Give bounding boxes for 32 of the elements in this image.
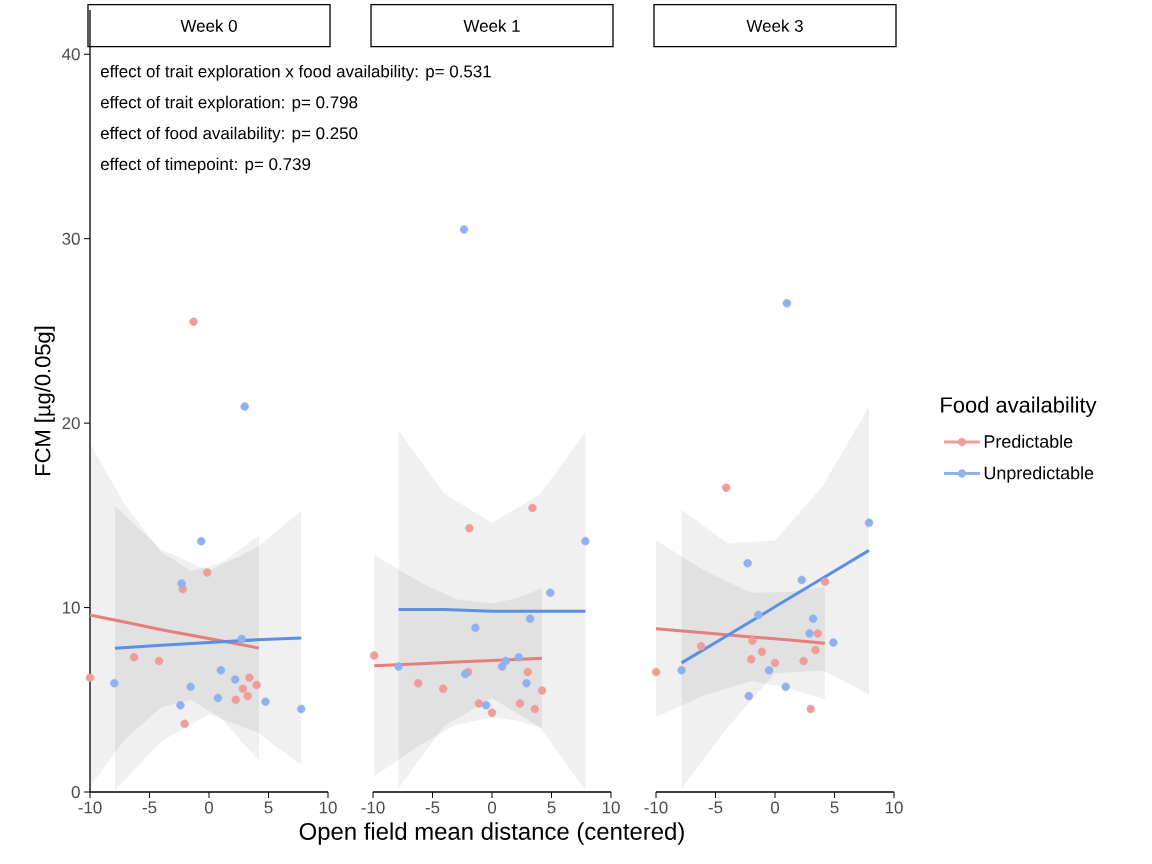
x-axis-title: Open field mean distance (centered) [299, 822, 684, 845]
y-tick-label: 40 [62, 48, 80, 61]
chart-title: Week 1 [463, 19, 520, 32]
x-tick-label: 0 [770, 801, 780, 814]
legend-title: Food availability [941, 396, 1097, 418]
y-tick-label: 10 [62, 601, 80, 614]
chart-title: Week 3 [746, 19, 803, 32]
x-tick-label: 5 [264, 801, 273, 814]
x-tick-label: -10 [78, 801, 102, 814]
x-tick-label: 5 [830, 801, 839, 814]
y-axis-title: FCM [µg/0.05g] [34, 326, 55, 475]
y-tick-label: 20 [62, 417, 80, 430]
x-tick-label: 10 [602, 801, 620, 814]
x-tick-label: -5 [425, 801, 440, 814]
x-tick-label: -5 [142, 801, 157, 814]
x-tick-label: -5 [708, 801, 723, 814]
chart-title: Week 0 [180, 19, 237, 32]
annotation: effect of trait exploration: p= 0.798 [100, 95, 358, 112]
x-tick-label: 10 [319, 801, 337, 814]
legend-label: Unpredictable [984, 466, 1094, 483]
x-tick-label: 5 [547, 801, 556, 814]
y-tick-label: 30 [62, 232, 80, 245]
annotation: effect of timepoint: p= 0.739 [100, 157, 311, 174]
x-tick-label: -10 [644, 801, 668, 814]
x-tick-label: 0 [204, 801, 214, 814]
x-tick-label: 10 [885, 801, 903, 814]
annotation: effect of food availability: p= 0.250 [100, 126, 358, 143]
annotation: effect of trait exploration x food availability: p= 0.531 [100, 64, 491, 81]
y-tick-label: 0 [71, 786, 80, 798]
legend-label: Predictable [984, 434, 1073, 448]
x-tick-label: 0 [487, 801, 497, 814]
x-tick-label: -10 [361, 801, 385, 814]
